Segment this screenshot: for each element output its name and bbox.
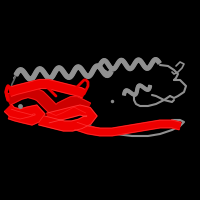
Polygon shape [9,80,86,98]
Polygon shape [4,104,45,125]
Polygon shape [123,84,152,96]
Polygon shape [75,120,181,136]
Polygon shape [14,64,113,81]
Polygon shape [39,105,97,131]
Polygon shape [98,58,161,71]
Polygon shape [6,87,90,115]
